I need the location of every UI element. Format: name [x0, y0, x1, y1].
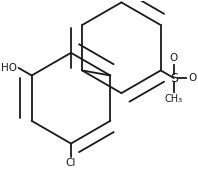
Text: Cl: Cl — [66, 158, 76, 168]
Text: HO: HO — [1, 63, 17, 73]
Text: O: O — [170, 53, 178, 63]
Text: O: O — [188, 73, 197, 83]
Text: S: S — [170, 71, 178, 84]
Text: CH₃: CH₃ — [165, 94, 183, 104]
